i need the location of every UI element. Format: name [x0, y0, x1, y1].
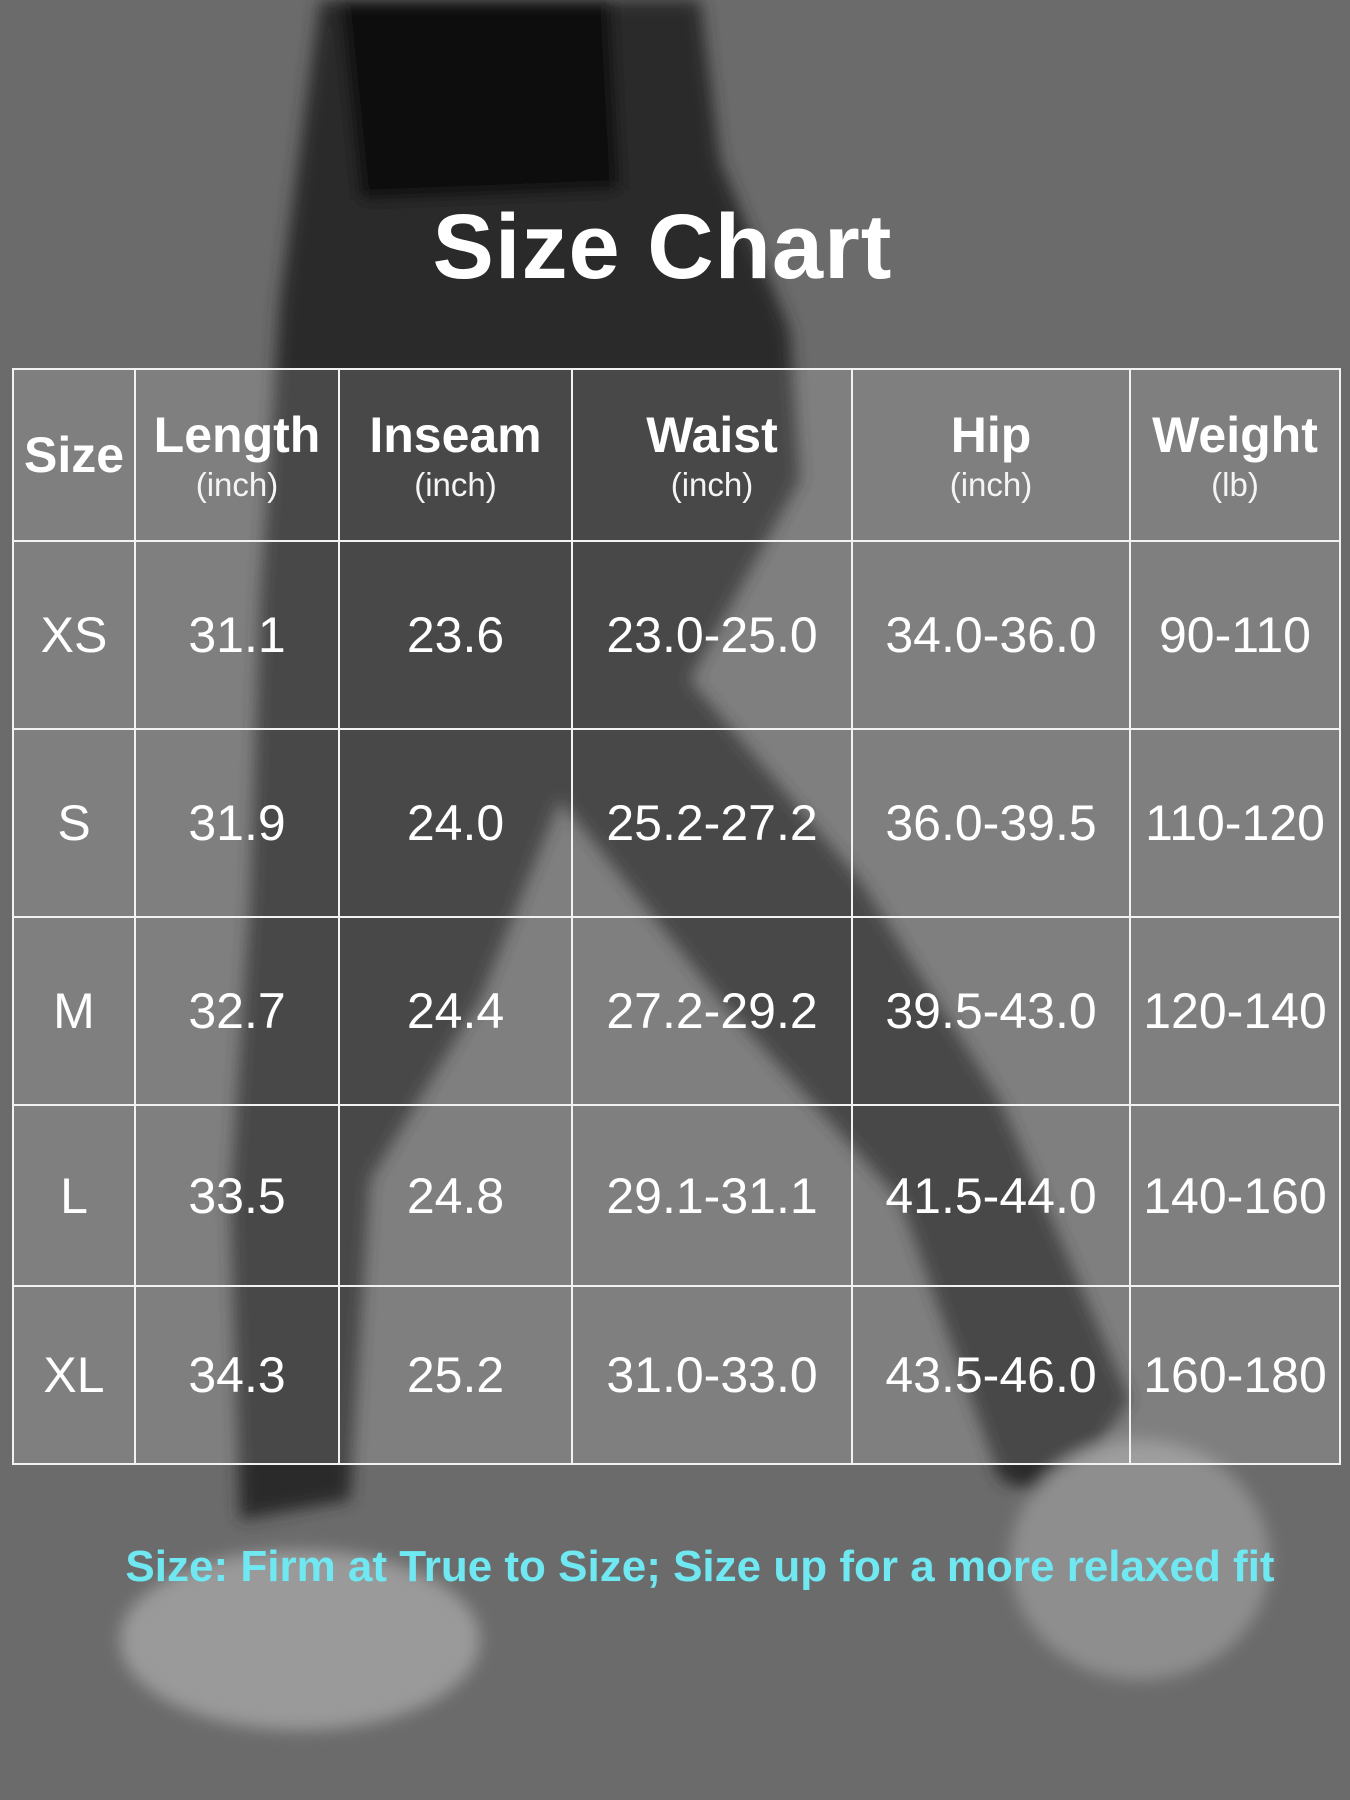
- column-label: Waist: [646, 406, 778, 463]
- column-header-length: Length (inch): [134, 368, 340, 542]
- column-unit: (inch): [414, 465, 497, 503]
- column-header-hip: Hip (inch): [851, 368, 1131, 542]
- table-cell: XS: [12, 540, 136, 730]
- table-cell: 24.0: [338, 728, 573, 918]
- table-cell: 33.5: [134, 1104, 340, 1287]
- column-label: Inseam: [369, 406, 542, 463]
- header-row: Size Length (inch) Inseam (inch) Waist (inch) H…: [12, 368, 1341, 542]
- table-cell: 31.9: [134, 728, 340, 918]
- page-title: Size Chart: [432, 196, 893, 298]
- column-label: Weight: [1152, 406, 1318, 463]
- table-cell: XL: [12, 1285, 136, 1465]
- column-header-weight: Weight (lb): [1129, 368, 1341, 542]
- column-unit: (inch): [949, 465, 1033, 503]
- table-cell: 31.0-33.0: [571, 1285, 853, 1465]
- column-unit: (inch): [195, 465, 279, 503]
- table-cell: M: [12, 916, 136, 1106]
- table-cell: 24.4: [338, 916, 573, 1106]
- table-cell: 23.0-25.0: [571, 540, 853, 730]
- table-cell: 43.5-46.0: [851, 1285, 1131, 1465]
- table-cell: 140-160: [1129, 1104, 1341, 1287]
- table-cell: 29.1-31.1: [571, 1104, 853, 1287]
- table-cell: L: [12, 1104, 136, 1287]
- table-cell: 31.1: [134, 540, 340, 730]
- table-cell: 25.2: [338, 1285, 573, 1465]
- table-row: XS 31.1 23.6 23.0-25.0 34.0-36.0 90-110: [12, 540, 1341, 730]
- table-cell: 23.6: [338, 540, 573, 730]
- fit-note: Size: Firm at True to Size; Size up for …: [125, 1542, 1275, 1591]
- column-label: Length: [153, 406, 321, 463]
- column-label: Hip: [950, 406, 1032, 463]
- column-label: Size: [23, 427, 125, 483]
- table-cell: 27.2-29.2: [571, 916, 853, 1106]
- table-cell: 34.0-36.0: [851, 540, 1131, 730]
- size-chart-table: Size Length (inch) Inseam (inch) Waist (inch) H…: [12, 368, 1341, 1465]
- table-cell: 39.5-43.0: [851, 916, 1131, 1106]
- column-unit: (lb): [1211, 465, 1259, 503]
- table-row: L 33.5 24.8 29.1-31.1 41.5-44.0 140-160: [12, 1104, 1341, 1287]
- table-cell: 24.8: [338, 1104, 573, 1287]
- table-row: S 31.9 24.0 25.2-27.2 36.0-39.5 110-120: [12, 728, 1341, 918]
- table-cell: 90-110: [1129, 540, 1341, 730]
- column-header-waist: Waist (inch): [571, 368, 853, 542]
- table-cell: 160-180: [1129, 1285, 1341, 1465]
- table-cell: 32.7: [134, 916, 340, 1106]
- table-cell: 110-120: [1129, 728, 1341, 918]
- table-cell: 120-140: [1129, 916, 1341, 1106]
- table-cell: 25.2-27.2: [571, 728, 853, 918]
- column-unit: (inch): [670, 465, 754, 503]
- table-cell: 36.0-39.5: [851, 728, 1131, 918]
- table-cell: S: [12, 728, 136, 918]
- column-header-size: Size: [12, 368, 136, 542]
- table-row: M 32.7 24.4 27.2-29.2 39.5-43.0 120-140: [12, 916, 1341, 1106]
- column-header-inseam: Inseam (inch): [338, 368, 573, 542]
- table-cell: 34.3: [134, 1285, 340, 1465]
- table-row: XL 34.3 25.2 31.0-33.0 43.5-46.0 160-180: [12, 1285, 1341, 1465]
- table-cell: 41.5-44.0: [851, 1104, 1131, 1287]
